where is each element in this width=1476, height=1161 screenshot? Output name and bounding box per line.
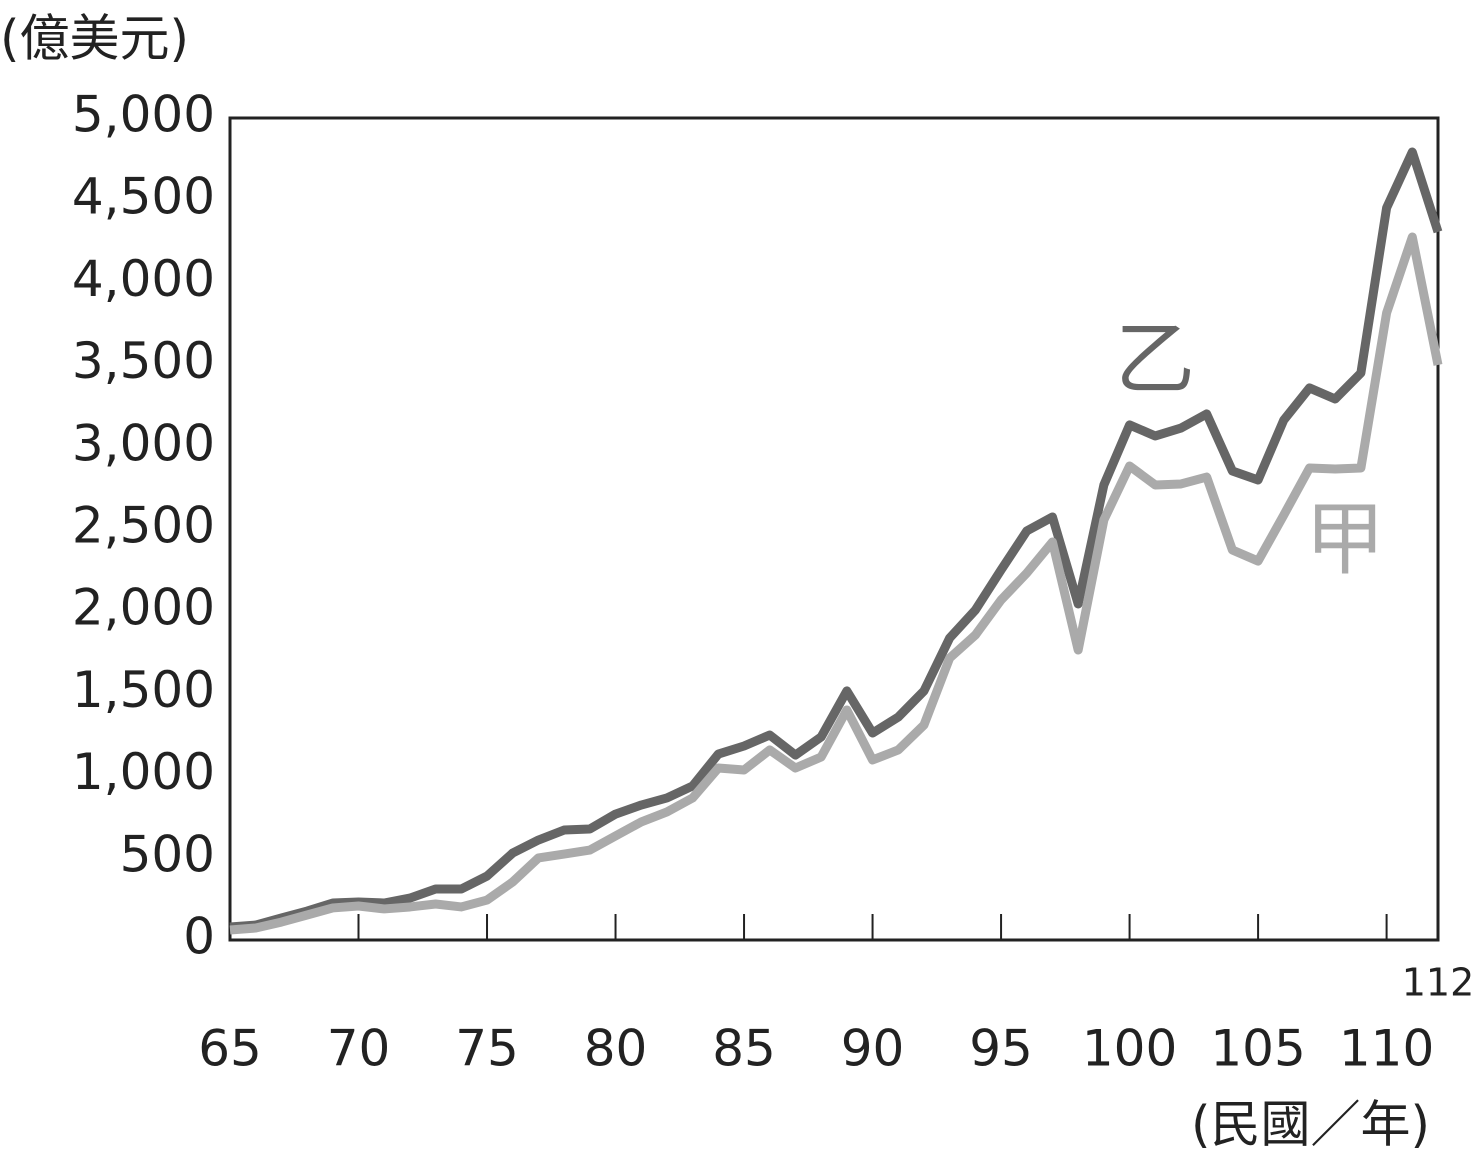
y-axis-title: (億美元) xyxy=(0,10,189,68)
y-tick-label: 4,000 xyxy=(72,250,215,308)
y-tick-label: 1,500 xyxy=(72,661,215,719)
x-tick-label: 100 xyxy=(1082,1020,1177,1078)
x-tick-label: 80 xyxy=(584,1020,648,1078)
series-label: 甲 xyxy=(1305,493,1385,586)
x-axis-title: (民國／年) xyxy=(1191,1096,1430,1154)
y-tick-label: 2,500 xyxy=(72,497,215,555)
plot-frame xyxy=(228,116,1440,942)
x-tick-label: 110 xyxy=(1339,1020,1434,1078)
x-tick-label: 105 xyxy=(1210,1020,1305,1078)
x-tick-label: 65 xyxy=(198,1020,262,1078)
x-tick-label: 90 xyxy=(841,1020,905,1078)
y-tick-label: 1,000 xyxy=(72,743,215,801)
y-tick-label: 5,000 xyxy=(72,86,215,144)
y-tick-label: 500 xyxy=(120,825,215,883)
series-label: 乙 xyxy=(1115,313,1195,406)
x-tick-label: 70 xyxy=(327,1020,391,1078)
y-tick-label: 4,500 xyxy=(72,168,215,226)
data-line xyxy=(229,232,1443,935)
y-tick-label: 3,000 xyxy=(72,414,215,472)
y-tick-label: 2,000 xyxy=(72,579,215,637)
x-tick-label: 75 xyxy=(455,1020,519,1078)
x-tick-label: 85 xyxy=(712,1020,776,1078)
y-tick-label: 3,500 xyxy=(72,332,215,390)
x-tick-label: 112 xyxy=(1402,961,1475,1005)
data-line xyxy=(229,147,1443,932)
x-tick-label: 95 xyxy=(969,1020,1033,1078)
y-tick-label: 0 xyxy=(183,908,215,966)
